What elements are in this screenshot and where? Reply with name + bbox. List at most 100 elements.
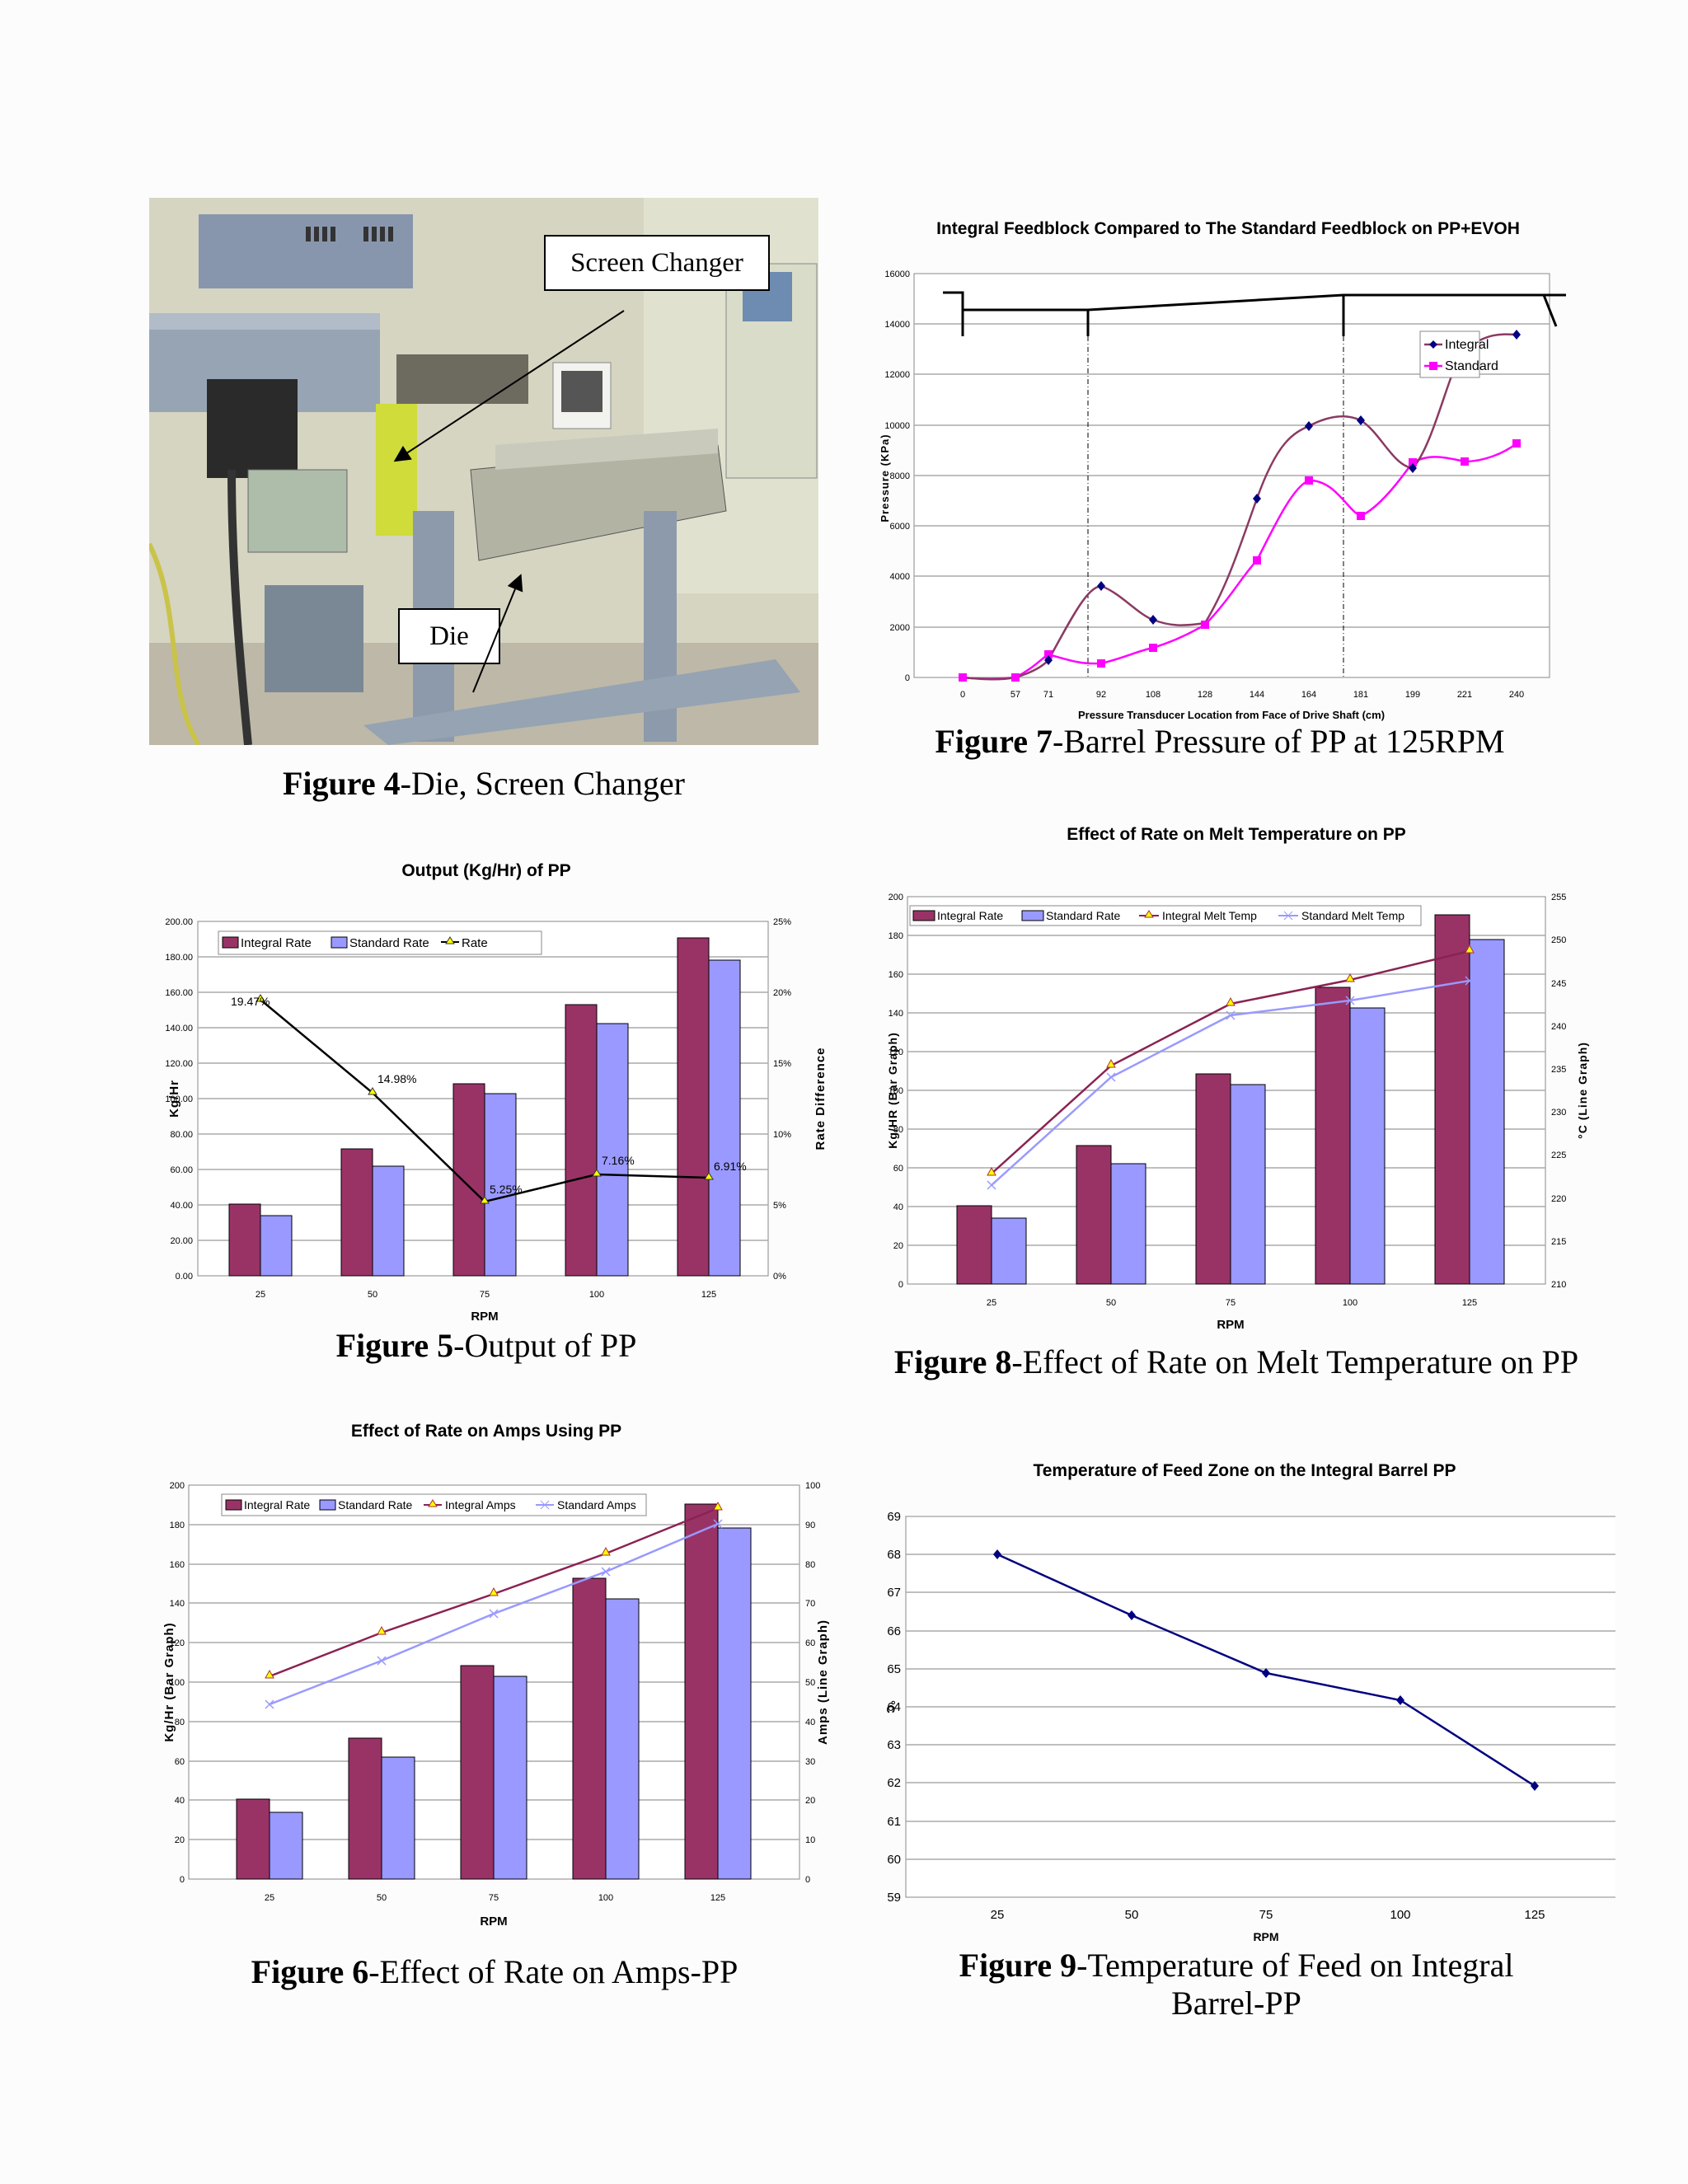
svg-text:100: 100 [889, 1086, 903, 1096]
figure9-xlabel: RPM [1253, 1930, 1278, 1943]
callout-arrows [393, 310, 625, 693]
svg-text:20: 20 [175, 1835, 185, 1845]
callout-die: Die [398, 608, 500, 664]
figure6-ylabel: Kg/Hr (Bar Graph) [162, 1622, 176, 1741]
svg-text:60.00: 60.00 [170, 1165, 193, 1175]
svg-text:65: 65 [887, 1662, 901, 1676]
svg-text:75: 75 [480, 1290, 490, 1300]
svg-text:240: 240 [1509, 690, 1524, 700]
svg-text:40: 40 [805, 1718, 815, 1727]
svg-text:160: 160 [889, 970, 903, 980]
svg-text:0: 0 [905, 673, 910, 683]
figure5-label-50: 14.98% [377, 1072, 416, 1085]
svg-text:Standard Rate: Standard Rate [1046, 909, 1120, 922]
figure9-caption-label: Figure 9 [959, 1947, 1077, 1984]
figure7-legend-standard: Standard [1445, 359, 1498, 373]
svg-text:100: 100 [170, 1678, 185, 1688]
svg-text:0.00: 0.00 [176, 1272, 193, 1282]
svg-text:250: 250 [1551, 935, 1566, 945]
figure7-caption-label: Figure 7 [935, 723, 1053, 760]
figure7-xlabel: Pressure Transducer Location from Face o… [1078, 709, 1385, 721]
svg-text:140: 140 [170, 1599, 185, 1609]
svg-text:215: 215 [1551, 1237, 1566, 1247]
svg-text:66: 66 [887, 1624, 901, 1638]
svg-text:Integral Melt Temp: Integral Melt Temp [1162, 909, 1257, 922]
svg-text:120: 120 [889, 1047, 903, 1057]
svg-text:100: 100 [589, 1290, 604, 1300]
svg-text:75: 75 [1259, 1908, 1273, 1922]
svg-text:128: 128 [1198, 690, 1212, 700]
svg-text:0: 0 [180, 1875, 185, 1885]
svg-text:50: 50 [805, 1678, 815, 1688]
figure6-xlabel: RPM [480, 1915, 507, 1929]
svg-text:68: 68 [887, 1548, 901, 1562]
figure4-caption-text: -Die, Screen Changer [400, 765, 685, 802]
svg-text:245: 245 [1551, 979, 1566, 989]
svg-text:Rate: Rate [462, 936, 488, 950]
figure9-chart-title: Temperature of Feed Zone on the Integral… [1033, 1461, 1456, 1480]
svg-text:164: 164 [1301, 690, 1316, 700]
svg-text:200: 200 [889, 893, 903, 902]
svg-text:Standard Amps: Standard Amps [557, 1498, 636, 1511]
svg-text:255: 255 [1551, 893, 1566, 902]
svg-text:70: 70 [805, 1599, 815, 1609]
svg-text:14000: 14000 [884, 320, 910, 330]
svg-text:240: 240 [1551, 1022, 1566, 1032]
figure6-y2label: Amps (Line Graph) [816, 1619, 830, 1745]
svg-text:Standard Rate: Standard Rate [338, 1498, 412, 1511]
svg-text:50: 50 [377, 1893, 387, 1903]
svg-text:0: 0 [960, 690, 965, 700]
svg-text:180: 180 [889, 931, 903, 941]
svg-text:200.00: 200.00 [165, 917, 193, 927]
svg-text:80: 80 [893, 1125, 903, 1135]
svg-text:63: 63 [887, 1738, 901, 1752]
figure8-caption: Figure 8-Effect of Rate on Melt Temperat… [890, 1343, 1582, 1381]
svg-text:40: 40 [175, 1796, 185, 1806]
figure8-ylabel: Kg/HR (Bar Graph) [886, 1032, 899, 1148]
figure7-chart-title: Integral Feedblock Compared to The Stand… [936, 219, 1520, 238]
svg-text:50: 50 [1125, 1908, 1139, 1922]
figure6-caption-text: -Effect of Rate on Amps-PP [368, 1953, 738, 1990]
svg-text:221: 221 [1457, 690, 1472, 700]
figure9-chart: 59 60 61 62 63 64 65 66 67 68 69 °C 25 50 75 100 125… [884, 1510, 1615, 1943]
callout-screen-changer: Screen Changer [544, 235, 770, 291]
svg-text:120: 120 [170, 1638, 185, 1648]
svg-text:61: 61 [887, 1815, 901, 1829]
figure8-xlabel: RPM [1217, 1318, 1244, 1332]
figure8-y2label: °C (Line Graph) [1576, 1042, 1589, 1139]
svg-text:50: 50 [1106, 1298, 1116, 1308]
svg-text:Integral Rate: Integral Rate [244, 1498, 310, 1511]
figure7-caption: Figure 7-Barrel Pressure of PP at 125RPM [874, 723, 1566, 761]
figure5-y2label: Rate Difference [814, 1047, 828, 1150]
figure5-label-75: 5.25% [490, 1183, 523, 1196]
figure4-caption: Figure 4-Die, Screen Changer [149, 765, 818, 803]
figure5-chart-title: Output (Kg/Hr) of PP [401, 861, 571, 880]
svg-text:140.00: 140.00 [165, 1024, 193, 1033]
svg-text:0: 0 [805, 1875, 810, 1885]
figure5-label-125: 6.91% [714, 1160, 747, 1173]
svg-text:140: 140 [889, 1009, 903, 1019]
svg-text:16000: 16000 [884, 269, 910, 279]
svg-text:Standard Melt Temp: Standard Melt Temp [1301, 909, 1404, 922]
svg-text:0%: 0% [773, 1272, 786, 1282]
svg-text:Integral Rate: Integral Rate [937, 909, 1003, 922]
svg-text:6000: 6000 [890, 522, 910, 532]
svg-text:225: 225 [1551, 1151, 1566, 1160]
svg-text:10%: 10% [773, 1130, 791, 1140]
svg-text:57: 57 [1010, 690, 1020, 700]
svg-text:Standard Rate: Standard Rate [349, 936, 429, 950]
svg-text:180: 180 [170, 1521, 185, 1530]
svg-text:60: 60 [805, 1638, 815, 1648]
svg-text:100.00: 100.00 [165, 1094, 193, 1104]
svg-text:60: 60 [887, 1853, 901, 1867]
svg-text:180.00: 180.00 [165, 953, 193, 963]
svg-text:100: 100 [1390, 1908, 1410, 1922]
svg-text:125: 125 [1524, 1908, 1545, 1922]
svg-text:160.00: 160.00 [165, 988, 193, 998]
svg-text:25: 25 [265, 1893, 274, 1903]
svg-text:59: 59 [887, 1891, 901, 1905]
svg-text:10000: 10000 [884, 421, 910, 431]
svg-text:230: 230 [1551, 1108, 1566, 1118]
figure8-chart-title: Effect of Rate on Melt Temperature on PP [1067, 825, 1406, 844]
